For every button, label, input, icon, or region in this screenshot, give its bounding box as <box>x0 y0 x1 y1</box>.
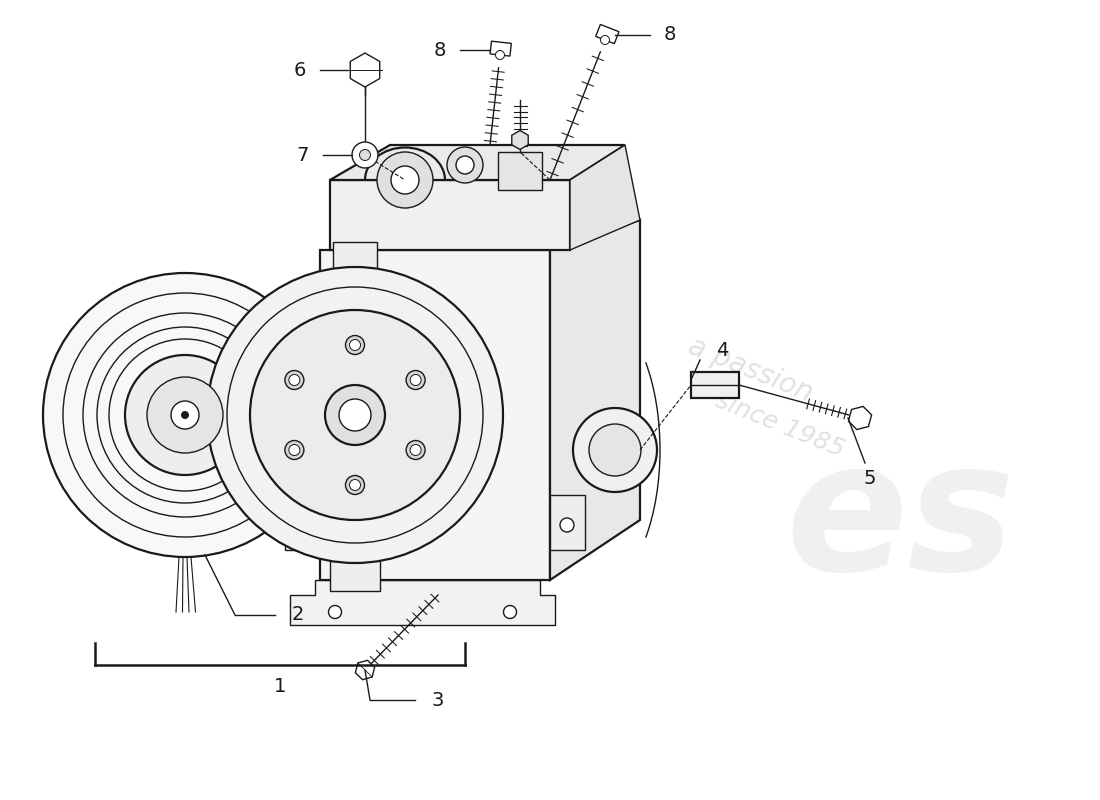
Circle shape <box>352 142 378 168</box>
Circle shape <box>250 310 460 520</box>
Circle shape <box>207 267 503 563</box>
Circle shape <box>350 479 361 490</box>
Circle shape <box>350 339 361 350</box>
Circle shape <box>324 385 385 445</box>
Polygon shape <box>285 490 320 550</box>
Circle shape <box>377 152 433 208</box>
Polygon shape <box>570 145 640 250</box>
Circle shape <box>290 515 304 529</box>
Circle shape <box>588 424 641 476</box>
Polygon shape <box>290 580 556 625</box>
Bar <box>498 152 542 190</box>
Circle shape <box>339 399 371 431</box>
Circle shape <box>345 335 364 354</box>
Text: 6: 6 <box>294 61 306 79</box>
Circle shape <box>182 411 189 419</box>
Polygon shape <box>491 41 512 56</box>
Text: 3: 3 <box>432 690 444 710</box>
Circle shape <box>125 355 245 475</box>
Circle shape <box>43 273 327 557</box>
Circle shape <box>329 606 341 618</box>
Circle shape <box>601 35 609 45</box>
Polygon shape <box>848 406 871 430</box>
Polygon shape <box>350 53 380 87</box>
Polygon shape <box>330 558 380 591</box>
Circle shape <box>504 606 517 618</box>
Circle shape <box>345 475 364 494</box>
Text: a passion: a passion <box>683 332 816 408</box>
Polygon shape <box>355 660 375 680</box>
Text: 8: 8 <box>433 41 447 59</box>
Polygon shape <box>550 220 640 580</box>
Polygon shape <box>320 250 550 580</box>
Polygon shape <box>330 145 625 180</box>
Polygon shape <box>330 180 570 250</box>
Circle shape <box>495 50 505 59</box>
Text: 7: 7 <box>297 146 309 165</box>
Circle shape <box>170 401 199 429</box>
Polygon shape <box>596 25 619 44</box>
Polygon shape <box>512 130 528 150</box>
Polygon shape <box>550 495 585 550</box>
Polygon shape <box>691 372 739 398</box>
Circle shape <box>147 377 223 453</box>
Text: 8: 8 <box>663 26 676 45</box>
Circle shape <box>447 147 483 183</box>
Circle shape <box>360 150 371 161</box>
Text: 1: 1 <box>274 678 286 697</box>
Circle shape <box>410 445 421 455</box>
Circle shape <box>406 441 425 459</box>
Polygon shape <box>333 242 377 272</box>
Circle shape <box>560 518 574 532</box>
Circle shape <box>285 370 304 390</box>
Circle shape <box>573 408 657 492</box>
Circle shape <box>406 370 425 390</box>
Circle shape <box>456 156 474 174</box>
Text: 5: 5 <box>864 469 877 487</box>
Text: since 1985: since 1985 <box>712 388 848 462</box>
Circle shape <box>289 374 300 386</box>
Text: es: es <box>785 432 1015 608</box>
Circle shape <box>410 374 421 386</box>
Circle shape <box>390 166 419 194</box>
Circle shape <box>285 441 304 459</box>
Circle shape <box>289 445 300 455</box>
Text: 4: 4 <box>716 341 728 359</box>
Text: 2: 2 <box>292 606 305 625</box>
